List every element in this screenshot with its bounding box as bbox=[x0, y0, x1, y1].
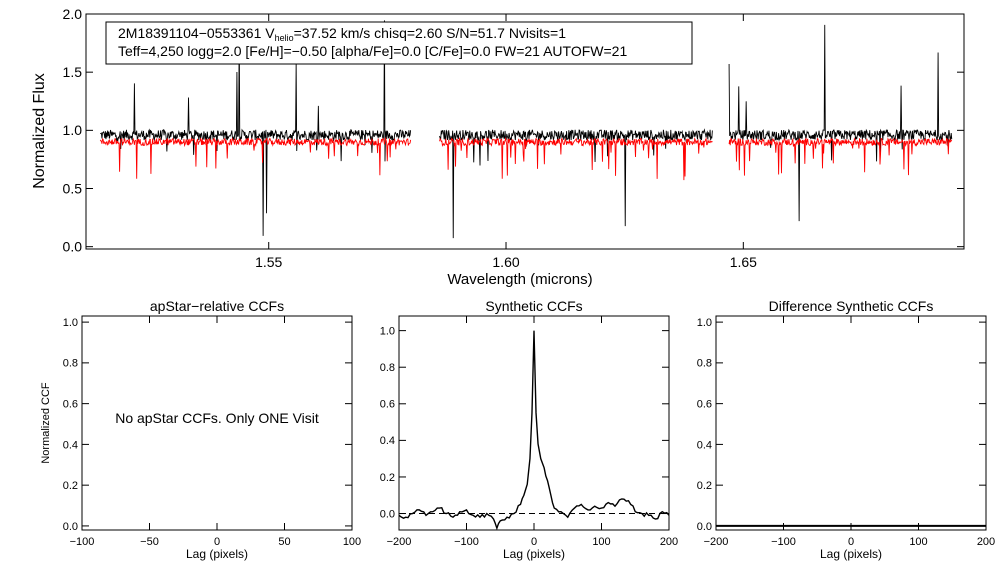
annotation-suffix: =37.52 km/s chisq=2.60 S/N=51.7 Nvisits=… bbox=[294, 25, 567, 41]
observed-flux-line-chip-2 bbox=[439, 128, 713, 239]
spectrum-y-tick-label: 1.0 bbox=[63, 122, 83, 138]
apstar-x-tick-label: 50 bbox=[278, 536, 290, 548]
synthetic-flux-line-chip-2 bbox=[439, 136, 713, 181]
synthetic-ccf-panel: Synthetic CCFs −200 −100 0 100 200 0.0 0.2 0.4 0… bbox=[380, 298, 678, 561]
difference-y-tick-label: 0.0 bbox=[697, 521, 712, 533]
synthetic-x-tick-label: 100 bbox=[592, 536, 610, 548]
difference-x-tick-label: −100 bbox=[771, 536, 796, 548]
apstar-ccf-panel: apStar−relative CCFs −100 −50 0 50 100 0.0 0.2… bbox=[40, 298, 361, 561]
difference-x-tick-label: 200 bbox=[977, 536, 995, 548]
synthetic-y-tick-label: 0.6 bbox=[380, 399, 395, 411]
difference-plot-frame bbox=[715, 315, 987, 531]
spectrum-x-label: Wavelength (microns) bbox=[447, 271, 592, 288]
apstar-ccf-title: apStar−relative CCFs bbox=[150, 298, 284, 314]
apstar-y-tick-label: 0.4 bbox=[63, 439, 78, 451]
synthetic-ccf-curve bbox=[398, 330, 670, 531]
spectrum-y-tick-label: 0.5 bbox=[63, 180, 83, 196]
annotation-line-1: 2M18391104−0553361 Vhelio=37.52 km/s chi… bbox=[118, 25, 566, 43]
spectrum-x-tick-label: 1.55 bbox=[255, 254, 282, 270]
observed-flux-line-chip-1 bbox=[100, 20, 412, 236]
synthetic-x-tick-label: −100 bbox=[454, 536, 479, 548]
difference-ccf-panel: Difference Synthetic CCFs −200 −100 0 100 20… bbox=[697, 298, 995, 561]
apstar-x-tick-label: 0 bbox=[214, 536, 220, 548]
spectrum-y-tick-label: 0.0 bbox=[63, 239, 83, 255]
synthetic-y-tick-label: 1.0 bbox=[380, 325, 395, 337]
apstar-axes: −100 −50 0 50 100 0.0 0.2 0.4 0.6 0.8 1.0 bbox=[63, 316, 361, 548]
difference-y-tick-label: 1.0 bbox=[697, 317, 712, 329]
spectrum-y-tick-label: 1.5 bbox=[63, 64, 83, 80]
difference-ccf-title: Difference Synthetic CCFs bbox=[769, 298, 934, 314]
apstar-y-tick-label: 0.8 bbox=[63, 358, 78, 370]
difference-x-tick-label: 100 bbox=[909, 536, 927, 548]
difference-y-tick-label: 0.6 bbox=[697, 398, 712, 410]
annotation-helio-subscript: helio bbox=[275, 33, 294, 43]
apstar-x-tick-label: −100 bbox=[70, 536, 95, 548]
difference-y-tick-label: 0.8 bbox=[697, 358, 712, 370]
difference-x-tick-label: −200 bbox=[704, 536, 729, 548]
synthetic-x-label: Lag (pixels) bbox=[503, 547, 565, 561]
apstar-y-label: Normalized CCF bbox=[40, 382, 52, 464]
observed-flux-line-chip-3 bbox=[728, 24, 953, 222]
synthetic-y-tick-label: 0.0 bbox=[380, 508, 395, 520]
spectrum-y-label: Normalized Flux bbox=[31, 73, 48, 189]
spectrum-lines bbox=[99, 20, 953, 239]
apstar-x-label: Lag (pixels) bbox=[186, 547, 248, 561]
synthetic-y-tick-label: 0.2 bbox=[380, 472, 395, 484]
no-ccf-message: No apStar CCFs. Only ONE Visit bbox=[115, 410, 319, 426]
annotation-line-2: Teff=4,250 logg=2.0 [Fe/H]=−0.50 [alpha/… bbox=[118, 43, 627, 59]
spectrum-x-tick-label: 1.60 bbox=[492, 254, 519, 270]
difference-x-label: Lag (pixels) bbox=[820, 547, 882, 561]
synthetic-flux-line-chip-3 bbox=[728, 137, 953, 176]
spectrum-panel: 1.55 1.60 1.65 0.0 0.5 1.0 1.5 2.0 Normalized F… bbox=[31, 6, 965, 288]
synthetic-flux-line-chip-1 bbox=[99, 136, 412, 179]
spectrum-axes: 1.55 1.60 1.65 0.0 0.5 1.0 1.5 2.0 bbox=[63, 6, 964, 270]
difference-y-tick-label: 0.2 bbox=[697, 480, 712, 492]
difference-x-tick-label: 0 bbox=[848, 536, 854, 548]
spectrum-y-tick-label: 2.0 bbox=[63, 6, 83, 22]
difference-y-tick-label: 0.4 bbox=[697, 439, 712, 451]
spectrum-annotation-box: 2M18391104−0553361 Vhelio=37.52 km/s chi… bbox=[105, 21, 693, 65]
synthetic-ccf-lines bbox=[398, 330, 670, 531]
synthetic-y-tick-label: 0.4 bbox=[380, 435, 395, 447]
apstar-x-tick-label: −50 bbox=[140, 536, 159, 548]
spectrum-plot-frame bbox=[85, 13, 965, 250]
apstar-x-tick-label: 100 bbox=[343, 536, 361, 548]
synthetic-x-tick-label: 0 bbox=[531, 536, 537, 548]
synthetic-axes: −200 −100 0 100 200 0.0 0.2 0.4 0.6 0.8 1.0 bbox=[380, 316, 678, 548]
apstar-y-tick-label: 1.0 bbox=[63, 317, 78, 329]
annotation-prefix: 2M18391104−0553361 V bbox=[118, 25, 275, 41]
synthetic-y-tick-label: 0.8 bbox=[380, 362, 395, 374]
synthetic-x-tick-label: −200 bbox=[387, 536, 412, 548]
difference-axes: −200 −100 0 100 200 0.0 0.2 0.4 0.6 0.8 1.0 bbox=[697, 316, 995, 548]
synthetic-x-tick-label: 200 bbox=[660, 536, 678, 548]
spectrum-x-tick-label: 1.65 bbox=[730, 254, 757, 270]
synthetic-ccf-title: Synthetic CCFs bbox=[485, 298, 582, 314]
apstar-y-tick-label: 0.0 bbox=[63, 521, 78, 533]
apstar-y-tick-label: 0.6 bbox=[63, 398, 78, 410]
apstar-y-tick-label: 0.2 bbox=[63, 480, 78, 492]
